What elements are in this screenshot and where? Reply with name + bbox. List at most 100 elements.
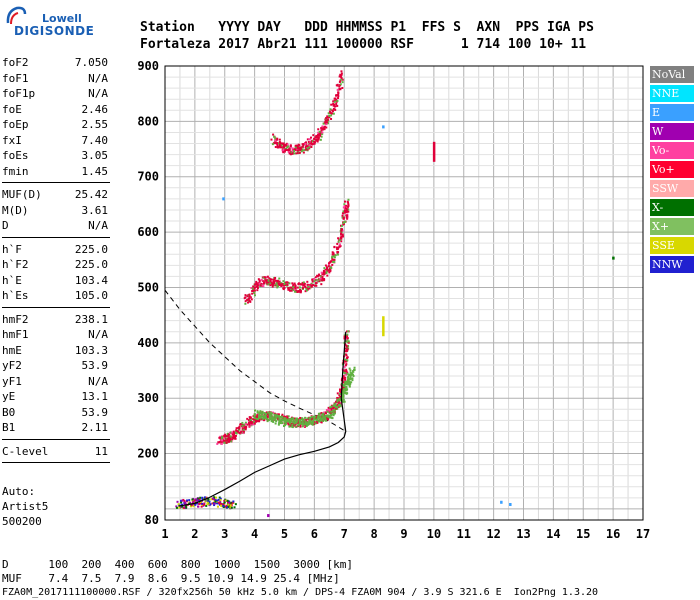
echo-dot [299, 282, 302, 285]
echo-dot [343, 205, 346, 208]
echo-dot [316, 136, 319, 139]
isolated-echo [382, 125, 385, 129]
polarization-legend: NoVal NNE E W Vo- Vo+ SSW X- X+ SSE NNW [650, 66, 694, 275]
echo-dot [289, 417, 292, 420]
echo-dot [284, 422, 287, 425]
echo-dot [344, 350, 347, 353]
echo-dot [338, 85, 341, 88]
echo-dot [189, 505, 192, 508]
param-name: fxI [2, 133, 22, 147]
echo-dot [306, 148, 309, 151]
echo-dot [261, 284, 264, 287]
echo-dot [305, 425, 308, 428]
echo-dot [283, 286, 286, 289]
echo-dot [333, 409, 336, 412]
echo-dot [272, 142, 275, 145]
echo-dot [264, 412, 267, 415]
echo-dot [336, 406, 339, 409]
echo-dot [269, 284, 272, 287]
echo-dot [281, 413, 284, 416]
echo-dot [251, 287, 254, 290]
echo-dot [265, 276, 268, 279]
echo-dot [342, 381, 345, 384]
echo-dot [288, 152, 291, 155]
echo-dot [293, 152, 296, 155]
echo-dot [214, 499, 217, 502]
echo-dot [322, 122, 325, 125]
echo-dot [285, 281, 288, 284]
y-tick-label: 80 [145, 513, 159, 527]
echo-dot [227, 503, 230, 506]
echo-dot [296, 144, 299, 147]
echo-dot [352, 374, 355, 377]
echo-dot [283, 419, 286, 422]
echo-dot [341, 395, 344, 398]
echo-dot [300, 150, 303, 153]
isolated-echo [500, 500, 503, 504]
param-row-md: M(D) 3.61 [2, 204, 108, 218]
echo-dot [273, 135, 276, 138]
param-name: h`F2 [2, 258, 29, 271]
echo-dot [343, 337, 346, 340]
echo-dot [301, 422, 304, 425]
echo-dot [337, 94, 340, 97]
param-name: foEs [2, 149, 29, 162]
echo-dot [302, 281, 305, 284]
param-value: 3.61 [81, 203, 109, 217]
echo-dot [322, 273, 325, 276]
echo-dot [218, 436, 221, 439]
echo-dot [196, 502, 199, 505]
echo-dot [319, 278, 322, 281]
echo-dot [191, 498, 194, 501]
echo-dot [343, 400, 346, 403]
x-tick-label: 15 [576, 527, 590, 541]
echo-dot [327, 408, 330, 411]
echo-dot [320, 421, 323, 424]
echo-dot [321, 131, 324, 134]
echo-dot [296, 422, 299, 425]
echo-dot [224, 439, 227, 442]
echo-dot [326, 414, 329, 417]
echo-dot [330, 405, 333, 408]
param-name: hmF2 [2, 312, 29, 326]
param-row-hf: h`F 225.0 [2, 243, 108, 257]
y-tick-label: 900 [137, 59, 159, 73]
echo-dot [305, 418, 308, 421]
echo-dot [288, 147, 291, 150]
param-value: N/A [88, 374, 108, 388]
echo-dot [266, 412, 269, 415]
echo-dot [188, 499, 191, 502]
echo-dot [268, 416, 271, 419]
echo-dot [240, 430, 243, 433]
echo-dot [248, 422, 251, 425]
echo-dot [253, 419, 256, 422]
param-value: N/A [88, 219, 108, 232]
echo-dot [277, 415, 280, 418]
echo-dot [320, 135, 323, 138]
param-value: 2.46 [81, 102, 109, 116]
echo-dot [244, 294, 247, 297]
echo-dot [308, 146, 311, 149]
echo-dot [228, 438, 231, 441]
echo-dot [252, 423, 255, 426]
echo-dot [299, 425, 302, 428]
echo-dot [317, 133, 320, 136]
param-name: B1 [2, 421, 16, 434]
echo-dot [273, 413, 276, 416]
echo-dot [250, 298, 253, 301]
echo-dot [353, 366, 356, 369]
echo-dot [349, 369, 352, 372]
echo-dot [336, 242, 339, 245]
echo-dot [241, 421, 244, 424]
echo-dot [268, 419, 271, 422]
echo-dot [241, 424, 244, 427]
echo-dot [247, 301, 250, 304]
echo-dot [339, 79, 342, 82]
echo-dot [234, 437, 237, 440]
echo-dot [344, 360, 347, 363]
echo-dot [272, 133, 275, 136]
y-tick-label: 700 [137, 170, 159, 184]
echo-dot [305, 141, 308, 144]
echo-dot [201, 504, 204, 507]
echo-dot [308, 287, 311, 290]
